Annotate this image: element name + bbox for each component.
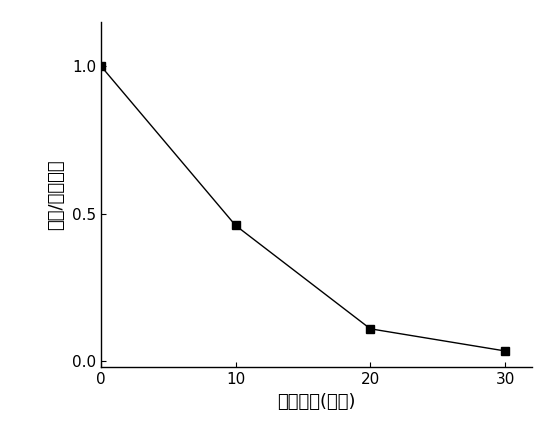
Y-axis label: 浓度/初始浓度: 浓度/初始浓度 [47,159,65,230]
X-axis label: 反应时间(分钟): 反应时间(分钟) [277,393,356,411]
